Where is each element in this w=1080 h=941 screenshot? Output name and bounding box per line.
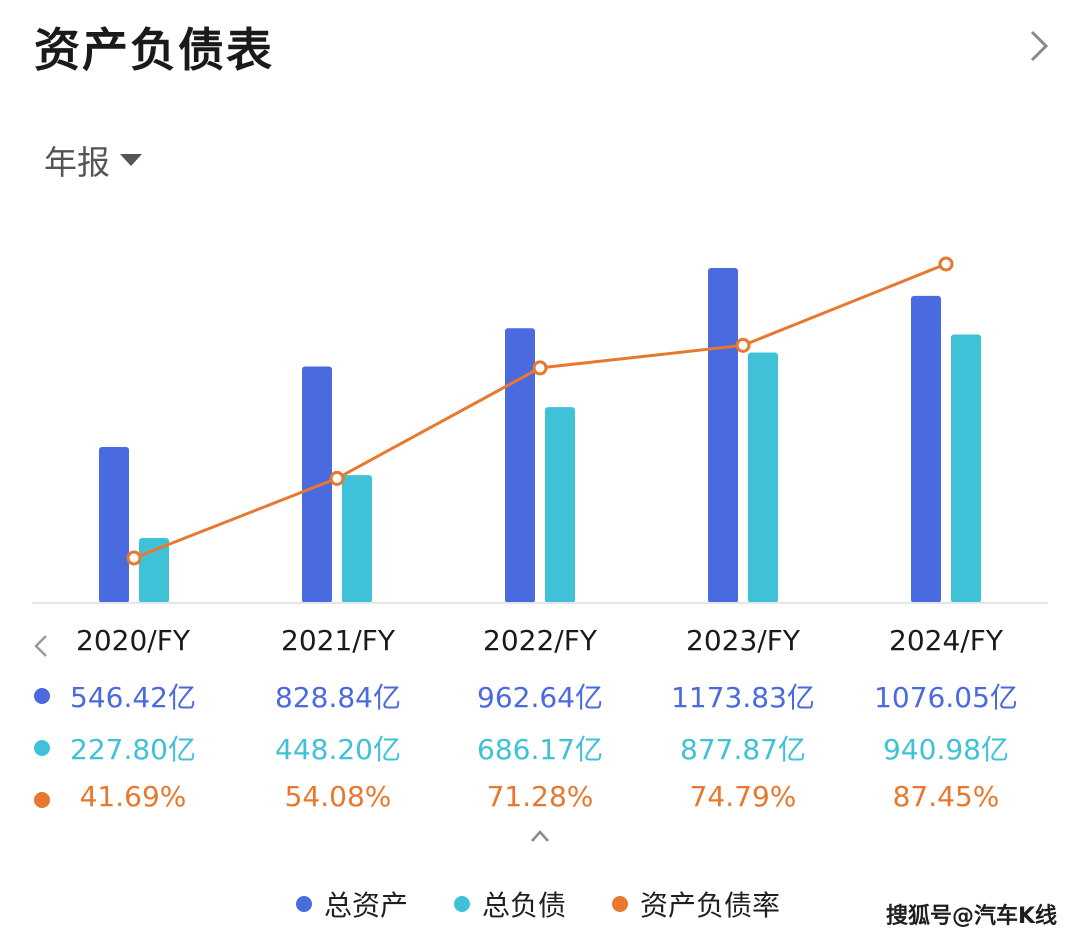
ratio-point <box>329 470 345 486</box>
ratio-value: 41.69% <box>79 780 187 813</box>
ratio-dot-icon <box>34 792 50 808</box>
bar-total-assets <box>708 268 738 603</box>
category-label: 2024/FY <box>889 624 1003 657</box>
ratio-point <box>532 360 548 376</box>
bar-total-assets <box>99 447 129 603</box>
ratio-value: 87.45% <box>892 780 1000 813</box>
liabilities-value: 686.17亿 <box>477 733 603 766</box>
ratio-point <box>126 550 142 566</box>
liabilities-value: 877.87亿 <box>680 733 806 766</box>
ratio-point <box>938 256 954 272</box>
bar-total-liabilities <box>545 407 575 603</box>
chevron-right-icon[interactable] <box>1020 26 1056 66</box>
assets-value: 1076.05亿 <box>874 681 1018 714</box>
assets-value: 546.42亿 <box>70 681 196 714</box>
liabilities-value: 448.20亿 <box>275 733 401 766</box>
period-label: 年报 <box>44 143 110 182</box>
assets-value: 962.64亿 <box>477 681 603 714</box>
ratio-value: 71.28% <box>486 780 594 813</box>
legend-assets-dot-icon <box>296 896 312 912</box>
legend-ratio-dot-icon <box>612 896 628 912</box>
bar-total-liabilities <box>748 352 778 603</box>
ratio-point <box>735 337 751 353</box>
bar-total-liabilities <box>951 334 981 603</box>
liabilities-value: 940.98亿 <box>883 733 1009 766</box>
legend-item-assets[interactable]: 总资产 <box>296 884 408 924</box>
assets-dot-icon <box>34 688 50 704</box>
bars-layer <box>99 268 981 603</box>
legend-item-liabilities[interactable]: 总负债 <box>454 884 566 924</box>
assets-value: 1173.83亿 <box>671 681 815 714</box>
period-selector[interactable]: 年报 <box>44 136 142 184</box>
liabilities-dot-icon <box>34 740 50 756</box>
chevron-up-icon[interactable] <box>528 826 552 846</box>
category-label: 2021/FY <box>281 624 395 657</box>
ratio-value: 54.08% <box>284 780 392 813</box>
category-label: 2023/FY <box>686 624 800 657</box>
watermark: 搜狐号@汽车K线 <box>886 904 1058 929</box>
chevron-left-icon[interactable] <box>30 632 52 660</box>
bar-total-assets <box>911 295 941 603</box>
page-title: 资产负债表 <box>34 23 274 77</box>
ratio-series-line <box>133 262 947 560</box>
category-label: 2022/FY <box>483 624 597 657</box>
legend-label: 资产负债率 <box>640 889 781 922</box>
bar-total-liabilities <box>139 537 169 603</box>
liabilities-value: 227.80亿 <box>70 733 196 766</box>
assets-value: 828.84亿 <box>275 681 401 714</box>
legend-item-ratio[interactable]: 资产负债率 <box>612 884 780 924</box>
legend-label: 总资产 <box>324 889 409 922</box>
legend-label: 总负债 <box>482 889 567 922</box>
ratio-value: 74.79% <box>689 780 797 813</box>
ratio-line-layer <box>126 256 954 566</box>
caret-down-icon <box>120 154 142 166</box>
legend-liabilities-dot-icon <box>454 896 470 912</box>
bar-total-assets <box>505 328 535 603</box>
balance-sheet-chart <box>32 256 1048 604</box>
category-label: 2020/FY <box>76 624 190 657</box>
bar-total-liabilities <box>342 475 372 603</box>
